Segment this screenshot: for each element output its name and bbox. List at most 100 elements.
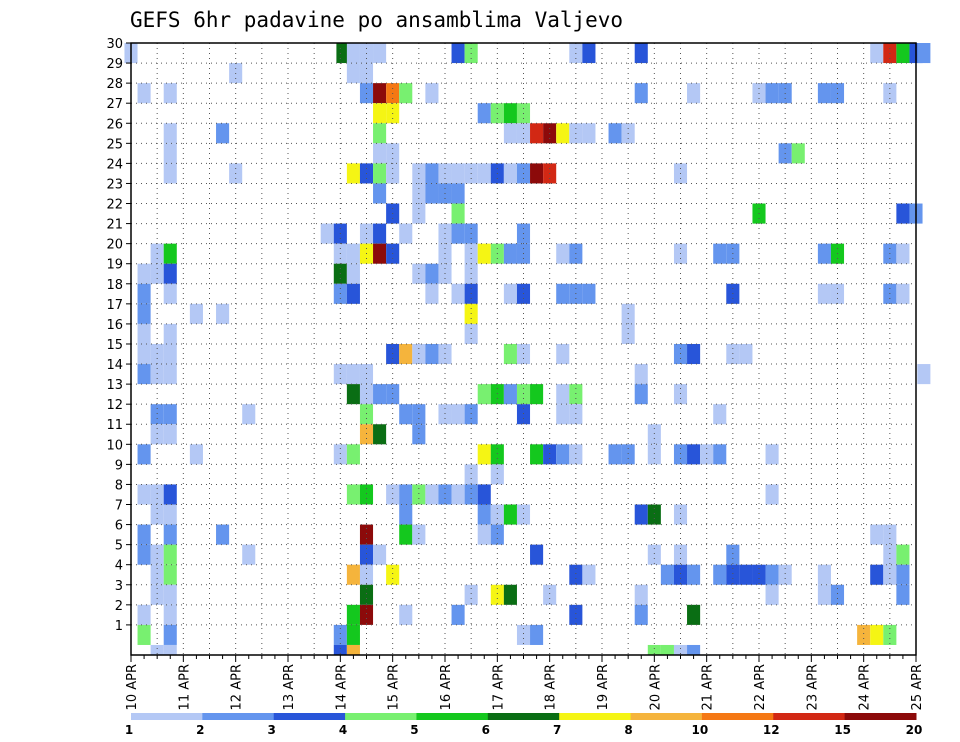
heatmap-cell: [503, 584, 517, 605]
heatmap-cells: [124, 43, 931, 655]
x-tick-label: 13 APR: [282, 664, 297, 710]
heatmap-cell: [464, 584, 478, 605]
heatmap-cell: [163, 123, 177, 144]
heatmap-cell: [373, 103, 387, 124]
heatmap-cell: [163, 364, 177, 385]
heatmap-cell: [673, 343, 688, 365]
heatmap-cell: [150, 584, 164, 605]
heatmap-cell: [216, 303, 230, 324]
heatmap-cell: [242, 404, 256, 425]
heatmap-cell: [857, 624, 871, 645]
y-tick-label: 25: [106, 137, 123, 152]
heatmap-cell: [163, 163, 177, 184]
colorbar-segment: [416, 713, 489, 720]
colorbar-segment: [487, 713, 560, 720]
heatmap-cell: [503, 123, 517, 144]
heatmap-cell: [346, 283, 360, 304]
heatmap-cell: [477, 484, 491, 505]
heatmap-cell: [556, 243, 570, 264]
heatmap-cell: [634, 584, 648, 605]
heatmap-cell: [530, 163, 544, 184]
x-tick-label: 25 APR: [910, 664, 925, 710]
heatmap-cell: [870, 43, 884, 64]
colorbar-label: 5: [410, 723, 418, 737]
y-tick-label: 9: [115, 458, 123, 473]
y-tick-label: 27: [106, 97, 123, 112]
heatmap-cell: [490, 504, 504, 525]
y-tick-label: 19: [106, 258, 123, 273]
heatmap-cell: [503, 103, 517, 124]
heatmap-cell: [373, 83, 387, 104]
heatmap-cell: [137, 263, 151, 284]
heatmap-cell: [163, 404, 177, 425]
x-tick-label: 14 APR: [334, 664, 349, 710]
heatmap-cell: [346, 564, 360, 585]
heatmap-cell: [673, 564, 688, 585]
heatmap-cell: [477, 524, 491, 545]
heatmap-cell: [608, 444, 622, 465]
heatmap-cell: [163, 644, 177, 655]
colorbar-label: 7: [553, 723, 561, 737]
colorbar-segment: [559, 713, 632, 720]
heatmap-cell: [490, 584, 504, 605]
colorbar-label: 4: [339, 723, 347, 737]
heatmap-cell: [503, 243, 517, 264]
heatmap-cell: [582, 43, 596, 64]
heatmap-cell: [346, 444, 360, 465]
heatmap-cell: [451, 163, 465, 184]
heatmap-cell: [150, 404, 164, 425]
heatmap-cell: [477, 504, 491, 525]
heatmap-cell: [346, 364, 360, 385]
heatmap-cell: [634, 43, 648, 64]
heatmap-cell: [687, 564, 701, 585]
heatmap-cell: [346, 163, 360, 184]
y-tick-label: 7: [115, 499, 123, 514]
heatmap-cell: [503, 343, 517, 365]
heatmap-cell: [425, 83, 439, 104]
heatmap-cell: [359, 404, 374, 425]
heatmap-cell: [713, 444, 727, 465]
heatmap-cell: [647, 644, 661, 655]
colorbar-segment: [202, 713, 275, 720]
heatmap-cell: [752, 564, 766, 585]
heatmap-cell: [726, 564, 740, 585]
heatmap-cell: [425, 263, 439, 284]
heatmap-cell: [634, 83, 648, 104]
heatmap-cell: [373, 183, 387, 204]
heatmap-cell: [660, 644, 674, 655]
heatmap-cell: [137, 624, 151, 645]
heatmap-cell: [425, 183, 439, 204]
y-tick-label: 17: [106, 298, 123, 313]
y-tick-label: 16: [106, 318, 123, 333]
heatmap-cell: [569, 404, 583, 425]
heatmap-cell: [163, 484, 177, 505]
heatmap-cell: [791, 143, 805, 164]
heatmap-cell: [765, 584, 779, 605]
heatmap-cell: [359, 364, 374, 385]
heatmap-cell: [896, 283, 910, 304]
heatmap-cell: [163, 544, 177, 565]
y-tick-label: 14: [106, 358, 123, 373]
y-tick-label: 2: [115, 599, 123, 614]
heatmap-cell: [163, 243, 177, 264]
heatmap-cell: [150, 564, 164, 585]
y-tick-label: 11: [106, 418, 123, 433]
heatmap-cell: [870, 564, 884, 585]
colorbar-segment: [630, 713, 703, 720]
heatmap-cell: [896, 203, 910, 224]
heatmap-cell: [438, 404, 452, 425]
heatmap-cell: [320, 223, 334, 244]
heatmap-cell: [150, 424, 164, 445]
heatmap-cell: [150, 544, 164, 565]
heatmap-cell: [346, 604, 360, 625]
heatmap-cell: [399, 404, 413, 425]
dotted-grid: [131, 42, 916, 655]
x-tick-label: 24 APR: [858, 664, 873, 710]
heatmap-cell: [359, 384, 374, 405]
heatmap-cell: [399, 484, 413, 505]
heatmap-cell: [883, 564, 897, 585]
heatmap-cell: [490, 444, 504, 465]
heatmap-cell: [556, 343, 570, 365]
heatmap-cell: [451, 283, 465, 304]
heatmap-cell: [516, 404, 531, 425]
